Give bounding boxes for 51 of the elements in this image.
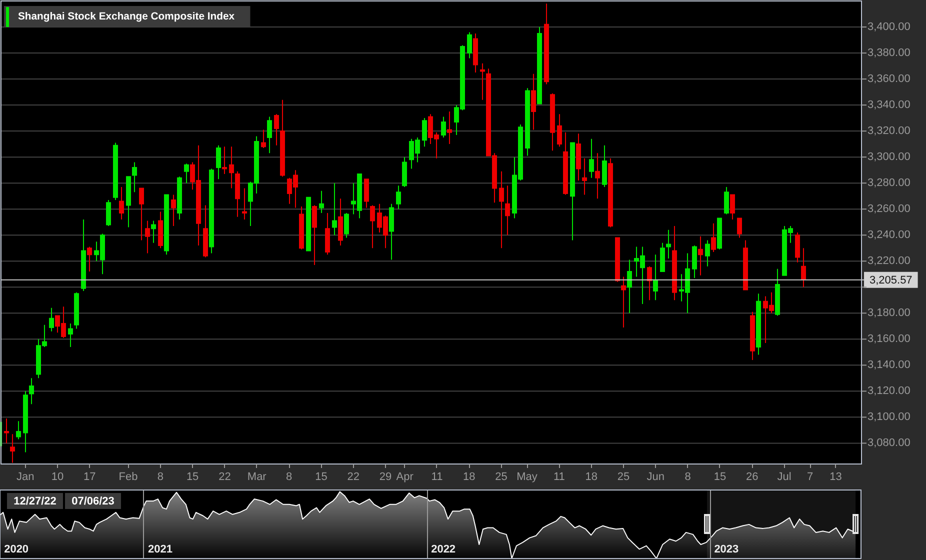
x-tick-label: Feb — [118, 471, 138, 483]
legend-label: Shanghai Stock Exchange Composite Index — [18, 12, 235, 22]
y-tick-label: 3,400.00 — [868, 21, 910, 34]
x-tick-label: 8 — [286, 471, 292, 483]
y-tick-label: 3,240.00 — [868, 229, 910, 242]
x-tick-label: 2020 — [4, 544, 29, 556]
x-tick-label: Jan — [16, 471, 34, 483]
y-tick-label: 3,180.00 — [868, 307, 910, 320]
x-tick-label: 26 — [746, 471, 758, 483]
annotation: 07/06/23 — [72, 496, 114, 508]
y-tick-label: 3,120.00 — [868, 385, 910, 398]
y-tick-label: 3,360.00 — [868, 73, 910, 86]
x-tick-label: 7 — [806, 471, 814, 483]
ref-line-label: 3,205.57 — [869, 274, 912, 286]
x-tick-label: 22 — [347, 471, 360, 483]
y-tick-label: 3,280.00 — [868, 177, 910, 190]
x-tick-label: 2022 — [431, 544, 456, 556]
x-tick-label: Mar — [247, 471, 267, 483]
x-tick-label: 15 — [714, 471, 726, 483]
x-tick-label: 2023 — [714, 544, 739, 556]
y-tick-label: 3,080.00 — [868, 437, 910, 450]
y-tick-label: 3,220.00 — [868, 255, 910, 268]
y-tick-label: 3,160.00 — [868, 333, 910, 346]
x-tick-label: 15 — [186, 471, 199, 483]
x-tick-label: 13 — [830, 471, 842, 483]
y-tick-label: 3,340.00 — [868, 99, 910, 112]
y-tick-label: 3,140.00 — [868, 359, 910, 372]
x-tick-label: 15 — [315, 471, 328, 483]
x-tick-label: 11 — [553, 471, 565, 483]
x-tick-label: 8 — [684, 471, 691, 483]
annotation: 12/27/22 — [14, 496, 56, 508]
x-tick-label: 25 — [617, 471, 630, 483]
x-tick-label: 8 — [157, 471, 164, 483]
x-tick-label: Jun — [646, 471, 665, 483]
y-tick-label: 3,260.00 — [868, 203, 910, 216]
y-tick-label: 3,320.00 — [868, 125, 910, 138]
x-tick-label: 17 — [84, 471, 96, 483]
x-tick-label: 22 — [218, 471, 231, 483]
x-tick-label: 29 — [379, 471, 392, 483]
x-tick-label: Apr — [396, 471, 414, 483]
x-tick-label: 18 — [463, 471, 476, 483]
x-tick-label: 25 — [495, 471, 508, 483]
x-tick-label: Jul — [777, 471, 792, 483]
x-tick-label: 2021 — [148, 544, 172, 556]
y-tick-label: 3,100.00 — [868, 411, 910, 424]
y-tick-label: 3,300.00 — [868, 151, 910, 164]
x-tick-label: 11 — [431, 471, 443, 483]
x-tick-label: 18 — [585, 471, 598, 483]
x-tick-label: 10 — [51, 471, 64, 483]
y-tick-label: 3,380.00 — [868, 47, 910, 60]
x-tick-label: May — [516, 471, 538, 483]
